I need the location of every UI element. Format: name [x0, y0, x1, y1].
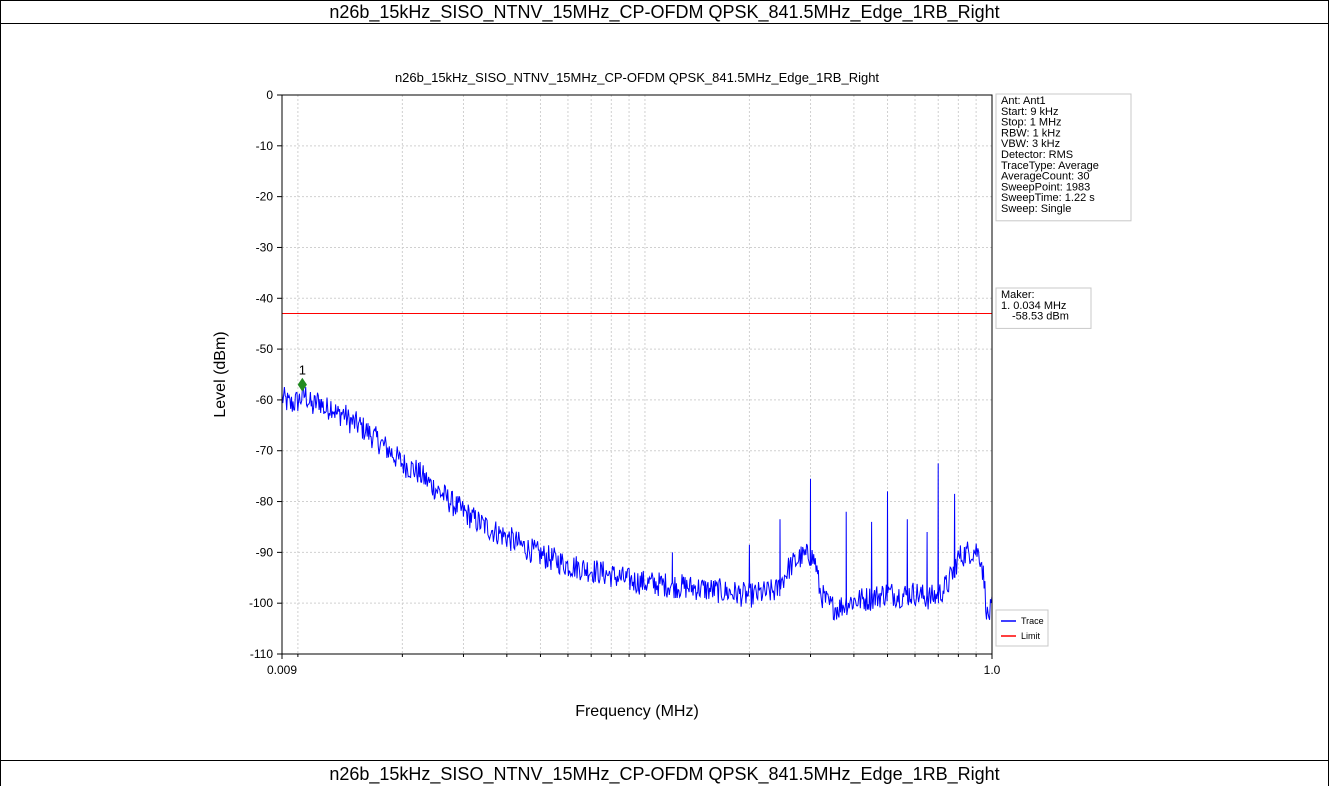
report-caption-top: n26b_15kHz_SISO_NTNV_15MHz_CP-OFDM QPSK_… — [329, 2, 1000, 22]
marker-box-frame — [995, 287, 1092, 329]
x-axis-label: Frequency (MHz) — [575, 703, 699, 720]
y-tick-label: -90 — [256, 545, 274, 559]
legend: Trace Limit — [995, 609, 1049, 647]
table-border-caption — [0, 23, 1329, 24]
y-tick-label: -70 — [256, 444, 274, 458]
axis-ticks: 0 -10 -20 -30 -40 -50 -60 -70 -80 -90 -100 -110 0.00… — [249, 88, 1001, 677]
table-border-bottom-row — [0, 760, 1329, 761]
report-caption-bottom: n26b_15kHz_SISO_NTNV_15MHz_CP-OFDM QPSK_… — [329, 764, 1000, 784]
legend-frame — [995, 609, 1049, 647]
y-tick-label: -40 — [256, 291, 274, 305]
plot-frame — [281, 94, 993, 655]
marker-info-box: Maker:1. 0.034 MHz-58.53 dBm — [995, 287, 1092, 329]
y-tick-label: -80 — [256, 495, 274, 509]
chart-title: n26b_15kHz_SISO_NTNV_15MHz_CP-OFDM QPSK_… — [395, 70, 879, 85]
grid — [282, 94, 992, 655]
x-tick-label: 1.0 — [984, 663, 1001, 677]
info-box-frame — [995, 93, 1132, 222]
marker-label: 1 — [299, 363, 306, 378]
marker-box-line: 1. 0.034 MHz — [1001, 300, 1066, 312]
trace-layer: 1 — [281, 313, 993, 621]
y-tick-label: -10 — [256, 139, 274, 153]
y-axis-label: Level (dBm) — [212, 331, 229, 417]
y-tick-label: 0 — [266, 88, 273, 102]
info-box-line: Start: 9 kHz — [1001, 106, 1058, 118]
x-tick-label: 0.009 — [267, 663, 297, 677]
marker-diamond — [297, 377, 307, 392]
table-border-left — [0, 0, 1, 786]
marker-box-line: -58.53 dBm — [1012, 311, 1069, 323]
table-border-top — [0, 0, 1329, 1]
marker-box-line: Maker: — [1001, 289, 1035, 301]
info-box-line: VBW: 3 kHz — [1001, 138, 1060, 150]
info-box-line: RBW: 1 kHz — [1001, 127, 1061, 139]
info-box-line: Stop: 1 MHz — [1001, 117, 1062, 129]
y-tick-label: -60 — [256, 393, 274, 407]
trace-line — [281, 385, 993, 621]
y-tick-label: -20 — [256, 190, 274, 204]
y-tick-label: -100 — [249, 596, 273, 610]
info-box-line: TraceType: Average — [1001, 160, 1099, 172]
info-box-line: AverageCount: 30 — [1001, 171, 1089, 183]
info-box-line: SweepTime: 1.22 s — [1001, 192, 1095, 204]
y-tick-label: -50 — [256, 342, 274, 356]
y-tick-label: -110 — [250, 647, 273, 661]
info-box-line: Ant: Ant1 — [1001, 95, 1046, 107]
legend-limit-label: Limit — [1021, 631, 1041, 641]
info-box-line: Sweep: Single — [1001, 203, 1071, 215]
legend-trace-label: Trace — [1021, 616, 1044, 626]
info-box-line: SweepPoint: 1983 — [1001, 181, 1090, 193]
y-tick-label: -30 — [256, 240, 274, 254]
info-box-line: Detector: RMS — [1001, 149, 1073, 161]
